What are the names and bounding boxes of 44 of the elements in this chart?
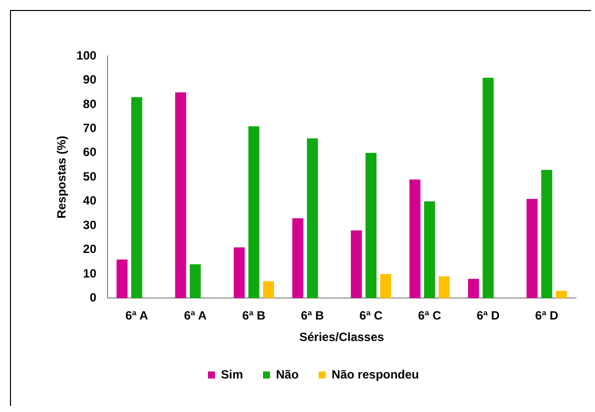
x-tick-label: 6ª A	[184, 308, 207, 323]
x-tick-label: 6ª D	[535, 308, 559, 323]
y-tick-label: 50	[83, 169, 97, 184]
bar	[541, 170, 552, 298]
legend-label: Sim	[220, 367, 244, 382]
x-tick-label: 6ª B	[242, 308, 266, 323]
bar	[190, 264, 201, 298]
bar	[292, 218, 304, 298]
y-tick-label: 100	[76, 48, 97, 62]
bar	[366, 152, 376, 298]
bar	[248, 126, 260, 298]
bar	[116, 259, 128, 298]
x-tick-label: 6ª B	[300, 308, 324, 323]
x-tick-label: 6ª C	[418, 308, 442, 323]
bar	[482, 78, 494, 298]
y-tick-label: 90	[83, 72, 97, 87]
bar	[556, 290, 567, 298]
y-tick-label: 30	[83, 218, 97, 232]
x-tick-label: 6ª C	[359, 308, 383, 323]
bar	[468, 278, 479, 298]
y-tick-label: 10	[83, 266, 97, 280]
bar	[175, 92, 186, 298]
legend-label: Não	[276, 367, 299, 382]
y-tick-label: 70	[83, 120, 97, 135]
bar	[438, 276, 450, 298]
y-tick-label: 20	[83, 242, 97, 256]
bar	[350, 230, 362, 298]
x-tick-label: 6ª A	[125, 308, 148, 323]
y-tick-label: 40	[83, 194, 97, 208]
bar	[306, 138, 318, 298]
bar	[263, 281, 274, 298]
y-tick-label: 80	[83, 96, 97, 111]
legend-label: Não respondeu	[332, 367, 420, 382]
bar	[380, 274, 392, 298]
x-tick-label: 6ª D	[476, 308, 500, 323]
y-axis-title: Respostas (%)	[54, 136, 69, 218]
bar	[234, 247, 245, 298]
y-tick-label: 60	[83, 145, 97, 160]
bar	[409, 180, 420, 298]
bar	[424, 201, 436, 298]
x-axis-title: Séries/Classes	[299, 330, 384, 344]
y-tick-label: 0	[90, 290, 97, 305]
bar	[131, 97, 142, 298]
bar	[526, 198, 538, 298]
